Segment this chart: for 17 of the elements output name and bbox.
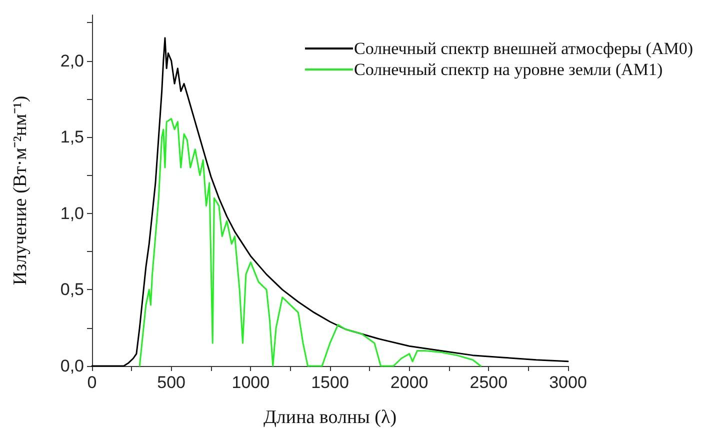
y-tick-label: 0,5 [60, 280, 84, 300]
x-tick-label: 500 [157, 373, 186, 392]
y-tick-label: 1,0 [60, 204, 84, 223]
x-tick-label: 1000 [232, 373, 270, 392]
x-tick-label: 2500 [470, 373, 508, 392]
x-tick-label: 2000 [390, 373, 428, 392]
x-tick-label: 0 [87, 373, 97, 392]
y-tick-label: 2,0 [60, 51, 84, 70]
x-tick-label: 3000 [549, 373, 587, 392]
x-axis-title: Длина волны (λ) [263, 407, 397, 428]
y-axis-title: Излучение (Вт·м⁻²нм⁻¹) [10, 96, 31, 286]
y-tick-label: 0,0 [60, 356, 84, 376]
x-tick-label: 1500 [311, 373, 349, 392]
line-series [138, 118, 482, 367]
legend-label: Солнечный спектр на уровне земли (AM1) [354, 60, 663, 79]
legend-label: Солнечный спектр внешней атмосферы (AM0) [354, 39, 694, 58]
y-tick-label: 1,5 [60, 128, 84, 147]
